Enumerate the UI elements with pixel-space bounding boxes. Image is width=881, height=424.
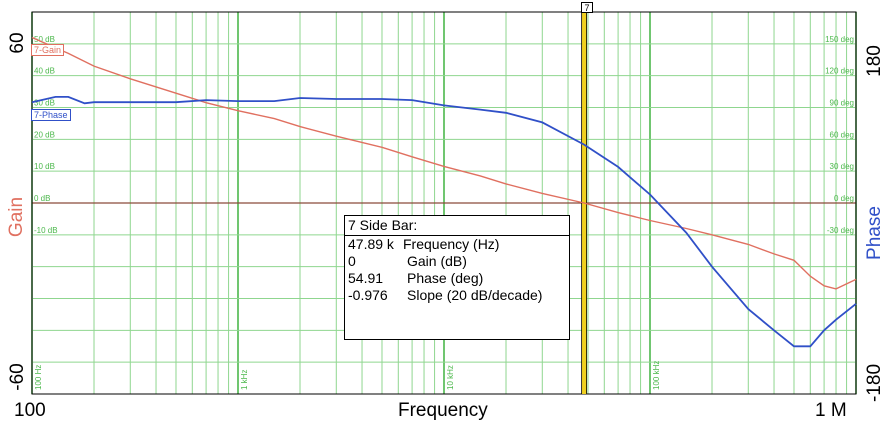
readout-name: Frequency (Hz) xyxy=(403,236,500,252)
phase-tick-label: 120 deg xyxy=(825,67,854,76)
gain-axis-title: Gain xyxy=(6,196,27,238)
gain-series-line xyxy=(31,36,857,290)
readout-value: -0.976 xyxy=(348,287,388,303)
gain-tick-label: -10 dB xyxy=(34,226,58,235)
gain-series-tag: 7-Gain xyxy=(31,44,65,56)
x-axis-title: Frequency xyxy=(398,400,488,421)
frequency-decade-label: 1 kHz xyxy=(240,370,249,390)
readout-name: Phase (deg) xyxy=(407,270,484,286)
gain-tick-label: 30 dB xyxy=(34,99,55,108)
readout-value: 54.91 xyxy=(348,270,384,286)
gain-tick-label: 0 dB xyxy=(34,194,50,203)
phase-tick-label: 30 deg xyxy=(830,162,854,171)
phase-series-tag: 7-Phase xyxy=(31,109,71,121)
readout-value: 0 xyxy=(348,253,356,269)
phase-tick-label: 150 deg xyxy=(825,35,854,44)
phase-axis-title: Phase xyxy=(864,206,881,260)
phase-tick-label: 0 deg xyxy=(834,194,854,203)
phase-series-line xyxy=(31,96,857,348)
readout-row-gain: 0 Gain (dB) xyxy=(345,253,569,270)
readout-row-phase: 54.91 Phase (deg) xyxy=(345,270,569,287)
gain-axis-bottom-label: -60 xyxy=(7,363,28,391)
phase-tick-label: 90 deg xyxy=(830,99,854,108)
cursor-marker-label[interactable]: 7 xyxy=(581,2,593,13)
readout-row-slope: -0.976 Slope (20 dB/decade) xyxy=(345,287,569,304)
readout-row-frequency: 47.89 k Frequency (Hz) xyxy=(345,236,569,253)
x-max-label: 1 M xyxy=(815,400,847,421)
readout-value: 47.89 k xyxy=(348,236,394,252)
frequency-decade-label: 10 kHz xyxy=(446,365,455,390)
phase-tick-label: -30 deg xyxy=(827,226,854,235)
gain-tick-label: 10 dB xyxy=(34,162,55,171)
gain-tick-label: 20 dB xyxy=(34,130,55,139)
phase-axis-top-label: 180 xyxy=(864,45,881,77)
side-bar-title: 7 Side Bar: xyxy=(345,216,569,236)
gain-tick-label: 40 dB xyxy=(34,67,55,76)
x-min-label: 100 xyxy=(14,400,46,421)
frequency-decade-label: 100 kHz xyxy=(652,361,661,390)
readout-name: Gain (dB) xyxy=(407,253,467,269)
readout-name: Slope (20 dB/decade) xyxy=(407,287,543,303)
frequency-decade-label: 100 Hz xyxy=(34,365,43,390)
plot-frame xyxy=(31,11,857,395)
side-bar-readout: 7 Side Bar: 47.89 k Frequency (Hz) 0 Gai… xyxy=(344,215,570,340)
phase-tick-label: 60 deg xyxy=(830,130,854,139)
phase-axis-bottom-label: -180 xyxy=(864,363,881,403)
gain-axis-top-label: 60 xyxy=(7,32,28,54)
gain-tick-label: 50 dB xyxy=(34,35,55,44)
